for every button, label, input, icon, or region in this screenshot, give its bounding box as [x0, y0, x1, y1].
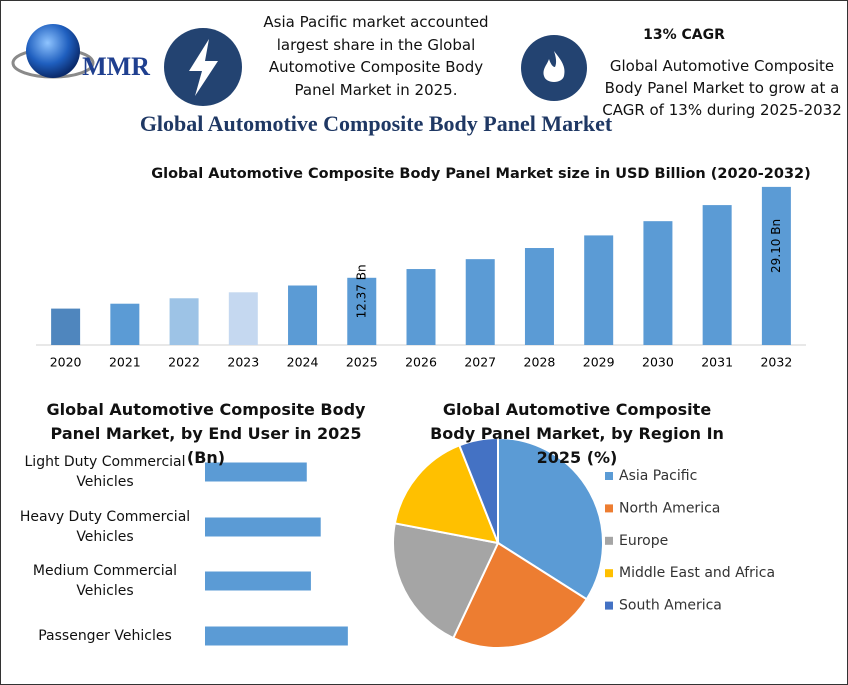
x-tick-label: 2023 [227, 355, 259, 370]
x-tick-label: 2026 [405, 355, 437, 370]
x-tick-label: 2022 [168, 355, 200, 370]
legend-label: South America [619, 598, 722, 614]
bolt [189, 39, 218, 96]
bar [347, 277, 377, 345]
legend-swatch [605, 569, 613, 578]
bar [584, 235, 614, 345]
legend-swatch [605, 472, 613, 480]
bar [643, 221, 673, 345]
bar [702, 205, 732, 345]
category-label: Medium Commercial Vehicles [32, 563, 178, 599]
legend-label: Europe [619, 533, 668, 549]
x-tick-label: 2030 [642, 355, 674, 370]
cagr-note: Global Automotive Composite Body Panel M… [602, 57, 842, 119]
x-tick-label: 2029 [583, 355, 615, 370]
bar [110, 303, 140, 345]
logo-text: MMR [82, 52, 150, 81]
x-tick-label: 2027 [464, 355, 496, 370]
value-label: 12.37 Bn [354, 264, 368, 318]
bar [205, 462, 307, 482]
cagr-title: 13% CAGR [643, 27, 725, 43]
x-tick-label: 2020 [50, 355, 82, 370]
pie-slice [393, 444, 500, 545]
main-title: Global Automotive Composite Body Panel M… [139, 111, 613, 136]
bar [205, 626, 348, 646]
share-note: Asia Pacific market accounted largest sh… [263, 13, 489, 99]
bar [406, 269, 436, 345]
bar [169, 298, 199, 345]
category-label: Heavy Duty Commercial Vehicles [19, 509, 191, 545]
x-tick-label: 2025 [346, 355, 378, 370]
x-tick-label: 2031 [701, 355, 733, 370]
x-tick-label: 2028 [524, 355, 556, 370]
legend-swatch [605, 601, 613, 610]
value-label: 29.10 Bn [769, 219, 783, 273]
category-label: Passenger Vehicles [38, 628, 172, 644]
bar [524, 248, 554, 345]
bar [465, 259, 495, 345]
x-tick-label: 2021 [109, 355, 141, 370]
logo-globe [26, 24, 80, 78]
flame [543, 51, 565, 82]
pie-chart-title: Global Automotive Composite Body Panel M… [430, 400, 724, 467]
hbar-chart-title: Global Automotive Composite Body Panel M… [46, 400, 366, 467]
bar [228, 292, 258, 345]
legend-label: North America [619, 500, 720, 516]
bar [288, 285, 318, 345]
bar [51, 308, 81, 345]
bar [205, 571, 311, 591]
legend-label: Asia Pacific [619, 468, 697, 484]
legend-label: Middle East and Africa [619, 565, 775, 581]
category-label: Light Duty Commercial Vehicles [24, 454, 186, 490]
legend-swatch [605, 504, 613, 513]
bar [761, 186, 791, 345]
legend-swatch [605, 536, 613, 545]
x-tick-label: 2032 [760, 355, 792, 370]
pie-slice [392, 522, 500, 640]
bar-chart-title: Global Automotive Composite Body Panel M… [151, 166, 811, 182]
bar [205, 517, 321, 537]
x-tick-label: 2024 [287, 355, 319, 370]
pie-slice [458, 436, 499, 544]
